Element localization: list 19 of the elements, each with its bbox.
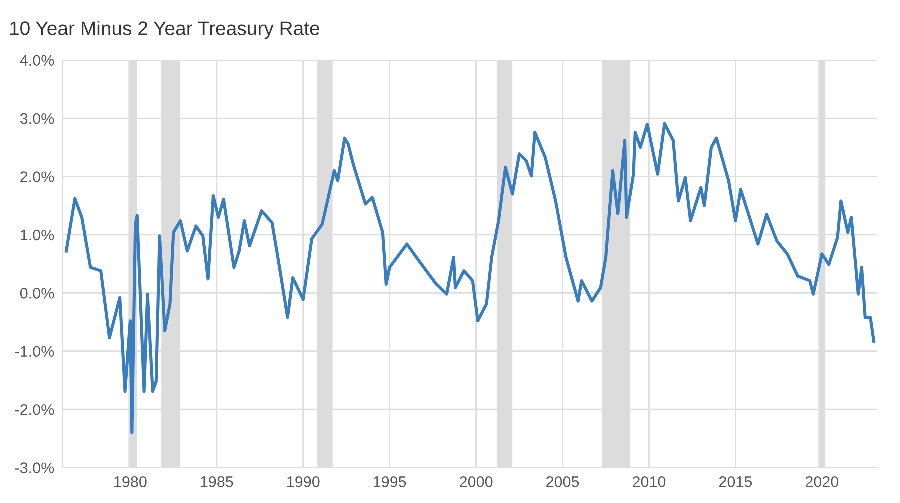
x-tick-label: 2020 [806,476,839,488]
x-tick-label: 1980 [114,476,147,488]
y-tick-label: 1.0% [21,230,54,241]
y-tick-label: 2.0% [20,172,54,182]
line-series [64,122,876,434]
y-tick-label: -2.0% [15,404,54,416]
y-tick-label: -1.0% [15,346,54,358]
x-tick-label: 2015 [719,476,752,488]
y-tick-label: -3.0% [15,462,54,474]
y-tick-label: 0.0% [20,288,54,299]
x-tick-label: 1995 [374,476,406,488]
x-tick-label: 1985 [201,476,234,488]
chart-title: 10 Year Minus 2 Year Treasury Rate [10,21,320,40]
y-tick-label: 4.0% [20,55,54,66]
x-tick-label: 2005 [546,476,580,488]
x-tick-label: 2010 [633,476,666,488]
x-tick-label: 1990 [288,476,320,488]
x-tick-label: 2000 [460,476,493,488]
y-tick-label: 3.0% [20,113,54,124]
